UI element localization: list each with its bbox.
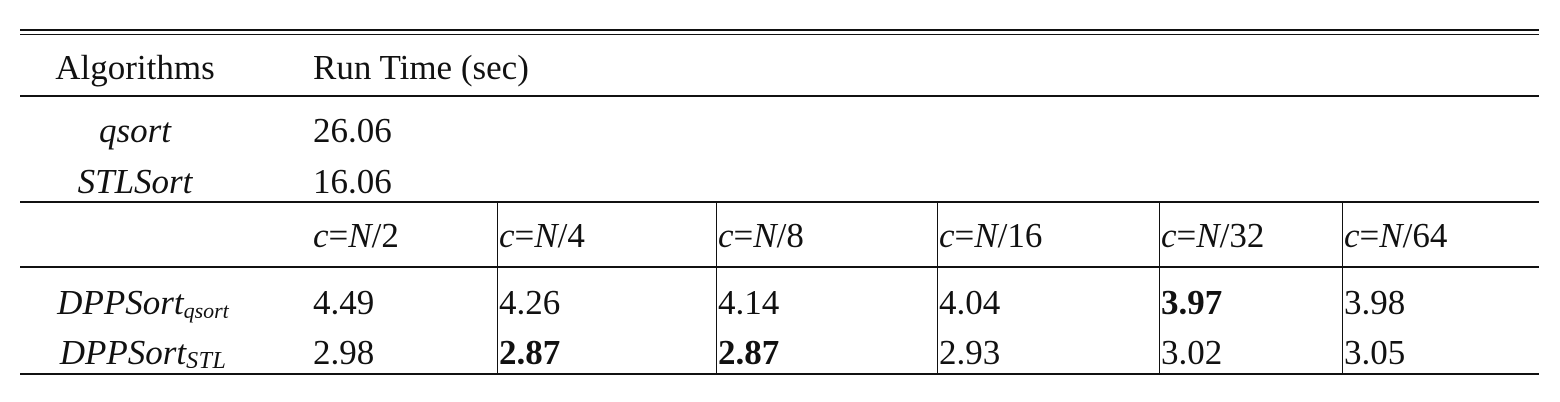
c-header-n64: c=N/64: [1344, 216, 1448, 255]
dpp-qsort-n2: 4.49: [313, 283, 375, 322]
col-divider-1: [497, 202, 498, 374]
dpp-qsort-n16: 4.04: [939, 283, 1001, 322]
col-divider-3: [937, 202, 938, 374]
dpp-qsort-n64: 3.98: [1344, 283, 1406, 322]
dpp-stl-n2: 2.98: [313, 333, 375, 372]
baseline-name-stlsort: STLSort: [77, 162, 193, 201]
c-header-n2: c=N/2: [313, 216, 399, 255]
c-header-rule: [20, 266, 1539, 268]
dpp-qsort-n32: 3.97: [1161, 283, 1223, 322]
dpp-stl-n4: 2.87: [499, 333, 561, 372]
header-algorithms: Algorithms: [55, 48, 215, 87]
dpp-row-name-stl: DPPSortSTL: [59, 333, 227, 374]
dpp-stl-n32: 3.02: [1161, 333, 1223, 372]
header-runtime: Run Time (sec): [313, 48, 529, 87]
baseline-value-qsort: 26.06: [313, 111, 392, 150]
dpp-stl-n64: 3.05: [1344, 333, 1406, 372]
dpp-row-name-qsort: DPPSortqsort: [57, 283, 229, 323]
dpp-qsort-n4: 4.26: [499, 283, 561, 322]
col-divider-4: [1159, 202, 1160, 374]
baseline-name-qsort: qsort: [99, 111, 171, 150]
baseline-value-stlsort: 16.06: [313, 162, 392, 201]
header-rule: [20, 95, 1539, 97]
baseline-rule: [20, 201, 1539, 203]
bottom-rule: [20, 373, 1539, 375]
c-header-n16: c=N/16: [939, 216, 1043, 255]
c-header-n8: c=N/8: [718, 216, 804, 255]
top-rule-1: [20, 29, 1539, 31]
col-divider-2: [716, 202, 717, 374]
dpp-stl-n16: 2.93: [939, 333, 1001, 372]
col-divider-5: [1342, 202, 1343, 374]
dpp-stl-n8: 2.87: [718, 333, 780, 372]
dpp-qsort-n8: 4.14: [718, 283, 780, 322]
c-header-n4: c=N/4: [499, 216, 585, 255]
top-rule-2: [20, 34, 1539, 35]
c-header-n32: c=N/32: [1161, 216, 1265, 255]
